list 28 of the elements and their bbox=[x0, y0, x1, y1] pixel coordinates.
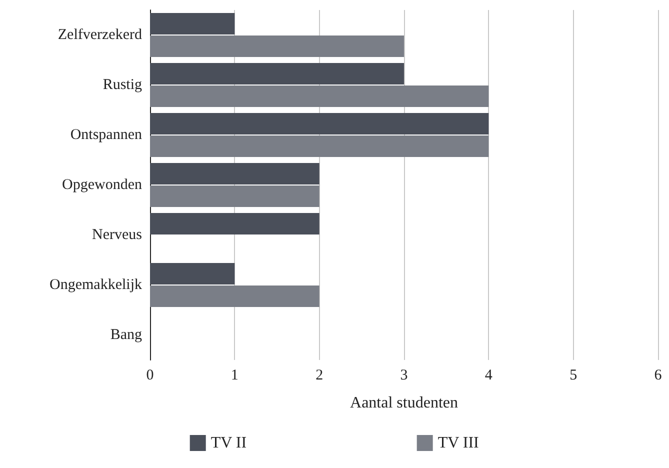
y-tick-label: Bang bbox=[110, 327, 142, 343]
bar bbox=[150, 186, 320, 207]
bar bbox=[150, 86, 489, 107]
bar bbox=[150, 163, 320, 184]
bar bbox=[150, 286, 320, 307]
x-tick-label: 3 bbox=[400, 368, 408, 384]
bar bbox=[150, 36, 404, 57]
y-tick-label: Ongemakkelijk bbox=[50, 277, 142, 293]
legend-label: TV III bbox=[438, 434, 479, 452]
x-tick-label: 2 bbox=[316, 368, 324, 384]
x-tick-label: 0 bbox=[146, 368, 154, 384]
x-tick-label: 4 bbox=[484, 368, 493, 384]
y-tick-label: Opgewonden bbox=[62, 177, 142, 193]
bar bbox=[150, 13, 235, 34]
legend-label: TV II bbox=[210, 434, 247, 452]
y-tick-label: Zelfverzekerd bbox=[58, 27, 142, 43]
bar bbox=[150, 263, 235, 284]
bar bbox=[150, 63, 404, 84]
y-tick-label: Rustig bbox=[102, 77, 142, 93]
bar bbox=[150, 113, 489, 134]
x-tick-label: 5 bbox=[570, 368, 578, 384]
x-axis-title: Aantal studenten bbox=[350, 394, 458, 412]
bar bbox=[150, 136, 489, 157]
bar bbox=[150, 213, 320, 234]
x-tick-label: 1 bbox=[230, 368, 238, 384]
y-tick-label: Ontspannen bbox=[70, 127, 142, 143]
y-tick-label: Nerveus bbox=[92, 227, 142, 243]
x-tick-label: 6 bbox=[654, 368, 662, 384]
